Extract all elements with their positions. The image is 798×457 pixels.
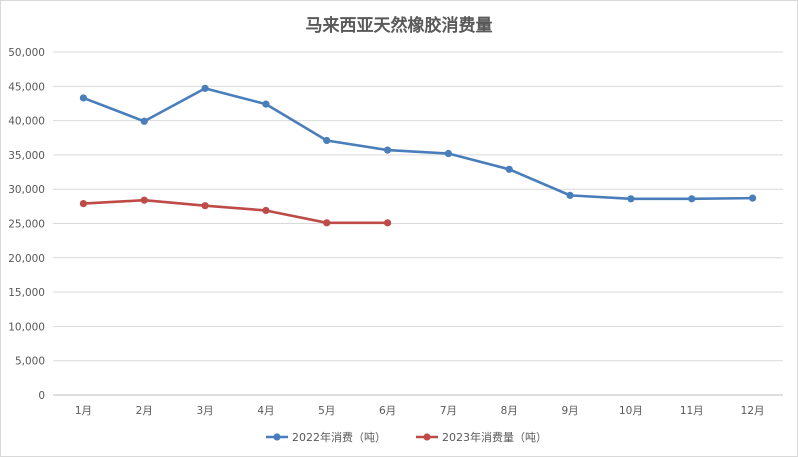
- legend-item-1: 2022年消费（吨）: [266, 430, 386, 444]
- legend-marker: [273, 433, 281, 441]
- data-point: [383, 219, 392, 227]
- data-point: [79, 200, 88, 208]
- y-axis-ticks: 0 5,000 10,000 15,000 20,000 25,000 30,000 35,0…: [8, 47, 45, 402]
- gridlines: [53, 51, 783, 396]
- y-tick-label: 30,000: [8, 184, 45, 196]
- x-tick-label: 1月: [75, 405, 92, 417]
- x-tick-label: 2月: [136, 405, 153, 417]
- data-point: [688, 195, 696, 203]
- series-line: [83, 198, 388, 225]
- series-2: [79, 196, 392, 227]
- legend-marker: [423, 433, 431, 441]
- data-point: [748, 194, 757, 202]
- series-line: [82, 87, 753, 201]
- chart-title: 马来西亚天然橡胶消费量: [305, 16, 493, 36]
- data-point: [505, 165, 513, 173]
- data-point: [140, 196, 148, 204]
- x-tick-label: 4月: [257, 405, 274, 417]
- y-tick-label: 20,000: [8, 253, 45, 265]
- legend-label: 2023年消费量（吨）: [442, 430, 547, 444]
- y-tick-label: 35,000: [8, 150, 45, 162]
- data-point: [201, 202, 209, 210]
- y-tick-label: 25,000: [8, 219, 45, 231]
- data-point: [262, 100, 270, 108]
- y-tick-label: 0: [38, 390, 45, 402]
- y-tick-label: 45,000: [8, 81, 45, 93]
- x-tick-label: 10月: [619, 405, 643, 417]
- legend: 2022年消费（吨） 2023年消费量（吨）: [266, 430, 547, 444]
- y-tick-label: 10,000: [8, 321, 45, 333]
- legend-label: 2022年消费（吨）: [292, 430, 386, 444]
- data-point: [262, 206, 270, 215]
- series-1: [79, 84, 757, 203]
- y-tick-label: 40,000: [8, 116, 45, 128]
- x-tick-label: 3月: [196, 405, 213, 417]
- x-tick-label: 11月: [680, 405, 704, 417]
- data-point: [566, 191, 574, 199]
- x-tick-label: 12月: [741, 405, 765, 417]
- y-tick-label: 15,000: [8, 287, 45, 299]
- data-point: [79, 94, 88, 102]
- series-group: [79, 84, 757, 227]
- x-tick-label: 7月: [440, 405, 457, 417]
- data-point: [201, 84, 209, 92]
- y-tick-label: 5,000: [15, 356, 45, 368]
- data-point: [383, 146, 392, 154]
- x-tick-label: 6月: [379, 405, 396, 417]
- data-point: [140, 117, 148, 125]
- data-point: [627, 195, 635, 203]
- data-point: [323, 219, 331, 227]
- data-point: [323, 136, 331, 145]
- data-point: [444, 149, 453, 158]
- x-axis-ticks: 1月 2月 3月 4月 5月 6月 7月 8月 9月 10月 11月 12月: [75, 405, 765, 417]
- legend-item-2: 2023年消费量（吨）: [416, 430, 547, 444]
- x-tick-label: 5月: [318, 405, 335, 417]
- x-tick-label: 8月: [501, 405, 518, 417]
- y-tick-label: 50,000: [8, 47, 45, 59]
- x-tick-label: 9月: [561, 405, 578, 417]
